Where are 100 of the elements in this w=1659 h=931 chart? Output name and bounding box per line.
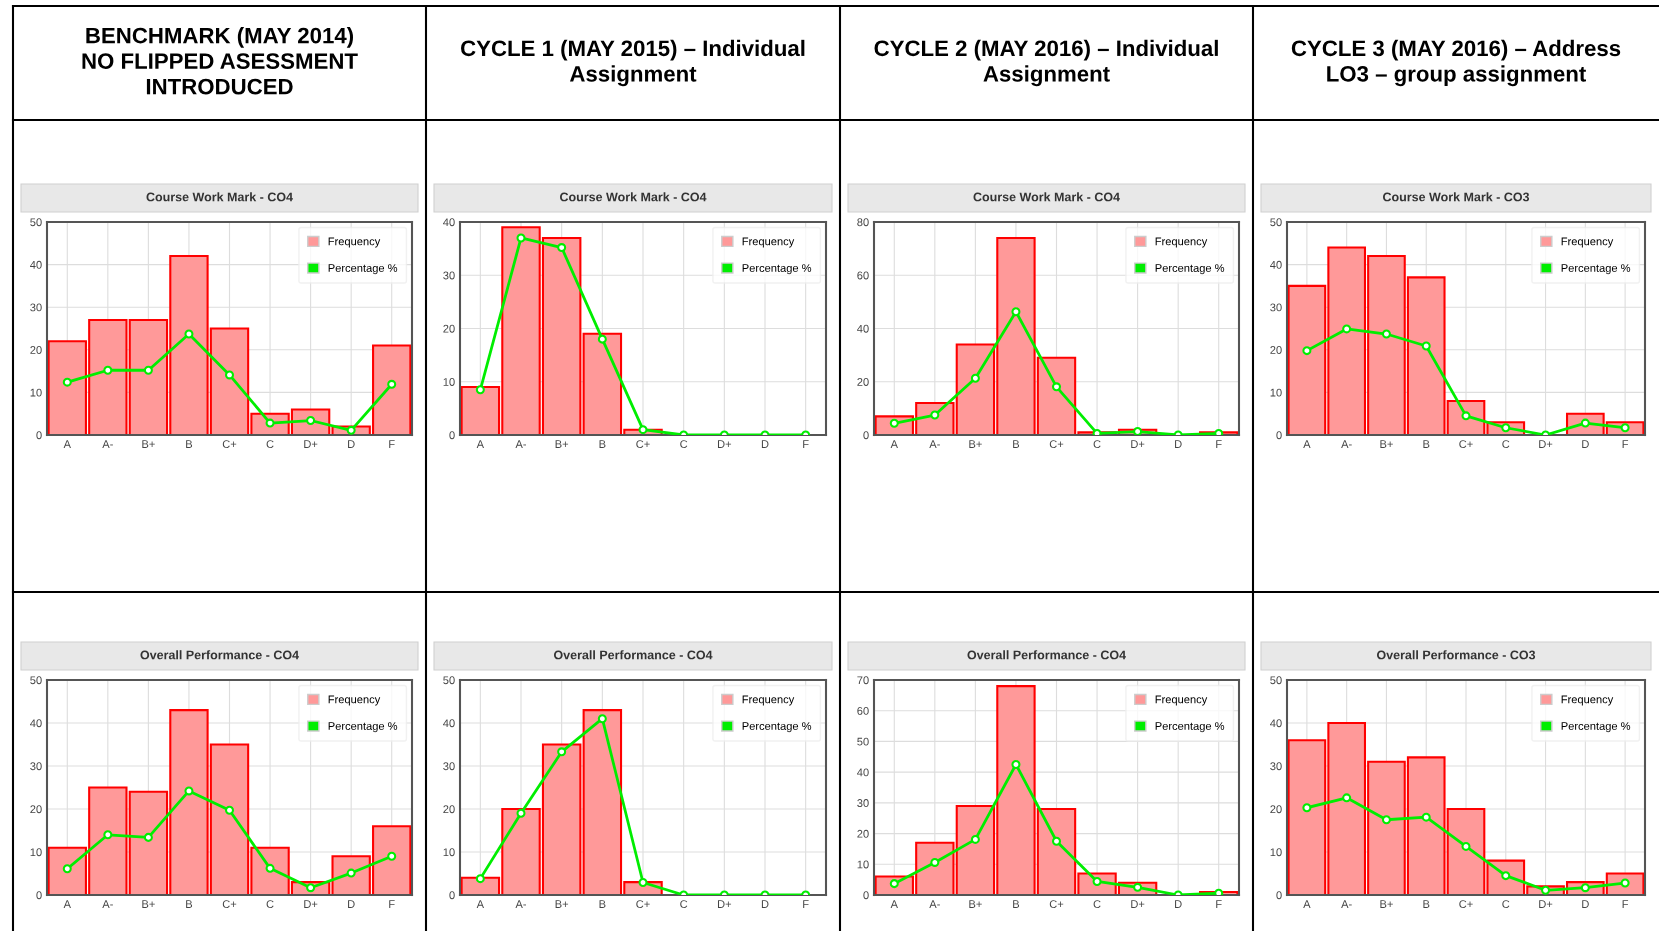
y-tick-label: 0 [1276,891,1282,900]
chart-title: Overall Performance - CO4 [140,650,299,660]
y-tick-label: 20 [443,324,455,333]
x-tick-label: F [803,440,809,448]
y-tick-label: 40 [30,719,42,728]
x-tick-label: B [1013,440,1020,448]
chart-title: Course Work Mark - CO4 [973,192,1120,202]
x-tick-label: A [476,440,485,448]
y-tick-label: 30 [30,303,42,312]
x-tick-label: D+ [304,900,318,908]
x-tick-label: D [1582,900,1589,908]
x-tick-label: C [266,440,274,449]
y-tick-label: 40 [1270,260,1282,269]
point [62,377,72,387]
chart-title: Overall Performance - CO4 [553,650,713,660]
point [597,714,607,724]
legend-label: Percentage % [742,722,812,733]
chart-title: Course Work Mark - CO4 [560,192,707,202]
y-tick-label: 20 [1270,805,1282,814]
x-tick-label: A [1303,440,1311,448]
y-tick-label: 20 [857,378,869,386]
x-tick-label: B [186,440,193,448]
point [184,786,194,796]
y-tick-label: 10 [1270,848,1282,857]
x-tick-label: C [1093,900,1101,909]
y-tick-label: 50 [857,737,869,746]
x-tick-label: A [476,900,485,908]
y-tick-label: 0 [36,431,42,440]
y-tick-label: 60 [857,706,869,715]
text: BENCHMARK (MAY 2014) NO FLIPPED ASESSMENT INTRODUCED [82,27,358,95]
x-tick-label: B+ [142,900,155,908]
x-tick-label: D+ [717,900,732,908]
point [1214,888,1224,895]
text: CYCLE 2 (MAY 2016) – Individual Assignment [874,39,1218,87]
point [475,385,485,395]
x-tick-label: B+ [969,900,982,908]
point [387,379,397,389]
x-tick-label: A- [102,440,113,448]
text: CYCLE 1 (MAY 2015) – Individual Assignment [461,39,805,87]
x-tick-label: D+ [304,440,318,448]
y-tick-label: 10 [857,860,869,869]
x-tick-label: C+ [1459,440,1473,449]
x-tick-label: B [1013,900,1020,908]
x-tick-label: A [63,900,71,908]
y-tick-label: 10 [30,388,42,397]
point [597,334,607,344]
y-tick-label: 70 [857,676,869,685]
y-tick-label: 30 [30,762,42,771]
point [1011,307,1021,317]
x-tick-label: A- [1341,440,1352,448]
point [1342,324,1352,334]
x-tick-label: D+ [1131,440,1145,448]
point [1541,885,1551,895]
chart-title: Overall Performance - CO3 [1376,650,1536,660]
x-tick-label: F [1622,440,1629,448]
x-tick-label: C+ [222,900,237,909]
legend-label: Percentage % [328,264,398,275]
point [516,233,526,243]
x-tick-label: D+ [1131,900,1145,908]
x-tick-label: F [803,900,809,908]
point [1092,428,1102,435]
point [224,805,235,815]
point [1461,841,1471,851]
point [1051,836,1062,846]
point [1133,427,1143,435]
y-tick-label: 0 [449,431,455,440]
x-tick-label: D [348,440,355,448]
x-tick-label: A- [929,900,940,908]
x-tick-label: D+ [717,440,732,448]
point [265,863,275,873]
point [516,808,526,818]
y-tick-label: 20 [857,829,869,838]
point [62,864,72,874]
y-tick-label: 20 [30,805,42,814]
x-tick-label: A [890,440,898,448]
legend-label: Percentage % [328,722,398,733]
point [1381,329,1391,339]
x-tick-label: C [680,900,688,909]
point [143,832,153,842]
x-tick-label: C [1502,440,1510,449]
point [1421,812,1431,822]
x-tick-label: B+ [969,440,982,448]
x-tick-label: C [1093,440,1101,449]
point [557,747,567,757]
x-tick-label: D [761,900,769,908]
y-tick-label: 30 [857,799,869,807]
x-tick-label: C+ [222,440,237,449]
x-tick-label: B [1423,440,1430,448]
point [306,883,316,893]
chart-title: Course Work Mark - CO3 [1383,192,1530,202]
x-tick-label: C+ [636,440,650,449]
point [387,851,397,861]
point [346,425,356,435]
text: CYCLE 3 (MAY 2016) – Address LO3 – group assignment [1291,39,1621,87]
legend-label: Frequency [1155,237,1208,248]
legend-label: Percentage % [1561,264,1631,275]
x-tick-label: D+ [1539,900,1553,908]
y-tick-label: 30 [1270,762,1282,771]
y-tick-label: 40 [30,260,42,269]
y-tick-label: 40 [443,218,455,227]
